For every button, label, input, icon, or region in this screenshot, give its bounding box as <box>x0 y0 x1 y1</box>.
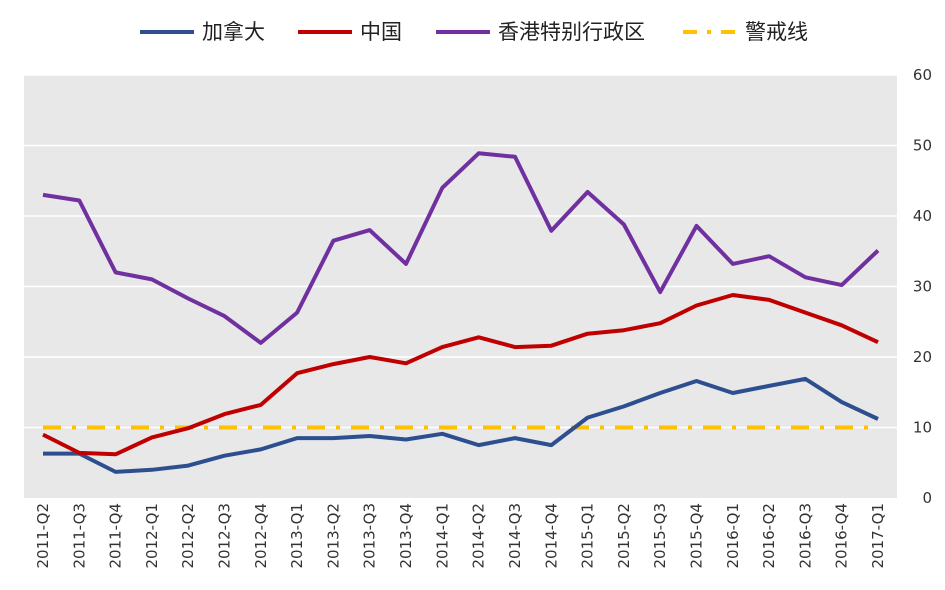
legend-label: 警戒线 <box>745 20 808 44</box>
x-tick-label: 2015-Q2 <box>615 503 633 569</box>
x-tick-label: 2012-Q2 <box>179 503 197 569</box>
x-tick-label: 2015-Q4 <box>687 503 705 569</box>
x-axis-ticks: 2011-Q2 2011-Q3 2011-Q4 2012-Q1 2012-Q2 2012-… <box>34 503 887 569</box>
x-tick-label: 2013-Q4 <box>397 503 415 569</box>
y-tick-label: 40 <box>913 207 932 225</box>
x-tick-label: 2012-Q3 <box>216 503 234 569</box>
y-tick-label: 50 <box>913 137 932 155</box>
x-tick-label: 2014-Q4 <box>542 503 560 569</box>
x-tick-label: 2012-Q4 <box>252 503 270 569</box>
x-tick-label: 2014-Q3 <box>506 503 524 569</box>
y-tick-label: 20 <box>913 348 932 366</box>
x-tick-label: 2016-Q1 <box>724 503 742 569</box>
legend-label: 加拿大 <box>202 20 265 44</box>
y-tick-label: 60 <box>913 66 932 84</box>
x-tick-label: 2016-Q3 <box>796 503 814 569</box>
x-tick-label: 2016-Q4 <box>833 503 851 569</box>
x-tick-label: 2014-Q1 <box>433 503 451 569</box>
x-tick-label: 2015-Q1 <box>579 503 597 569</box>
x-tick-label: 2011-Q4 <box>107 503 125 569</box>
y-tick-label: 0 <box>922 489 932 507</box>
x-tick-label: 2013-Q1 <box>288 503 306 569</box>
x-tick-label: 2014-Q2 <box>470 503 488 569</box>
y-tick-label: 30 <box>913 278 932 296</box>
legend-label: 香港特别行政区 <box>498 20 645 44</box>
series-line-2 <box>42 151 880 345</box>
x-tick-label: 2011-Q2 <box>34 503 52 569</box>
x-tick-label: 2011-Q3 <box>70 503 88 569</box>
x-tick-label: 2012-Q1 <box>143 503 161 569</box>
x-tick-label: 2015-Q3 <box>651 503 669 569</box>
legend-label: 中国 <box>360 20 402 44</box>
x-tick-label: 2017-Q1 <box>869 503 887 569</box>
x-tick-label: 2016-Q2 <box>760 503 778 569</box>
x-tick-label: 2013-Q2 <box>324 503 342 569</box>
y-tick-label: 10 <box>913 419 932 437</box>
series-line-1 <box>42 293 879 457</box>
y-axis-ticks: 0 10 20 30 40 50 60 <box>913 66 932 507</box>
series-layer <box>42 151 880 474</box>
x-tick-label: 2013-Q3 <box>361 503 379 569</box>
legend: 加拿大 中国 香港特别行政区 警戒线 <box>140 20 808 44</box>
series-line-0 <box>43 376 879 474</box>
